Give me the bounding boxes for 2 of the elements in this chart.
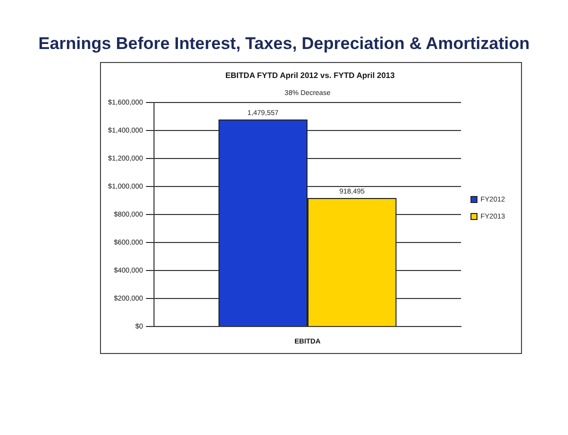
chart-title: Earnings Before Interest, Taxes, Depreciation & Amortization bbox=[37, 34, 531, 54]
chart-subtitle: EBITDA FYTD April 2012 vs. FYTD April 2013 bbox=[225, 71, 396, 80]
